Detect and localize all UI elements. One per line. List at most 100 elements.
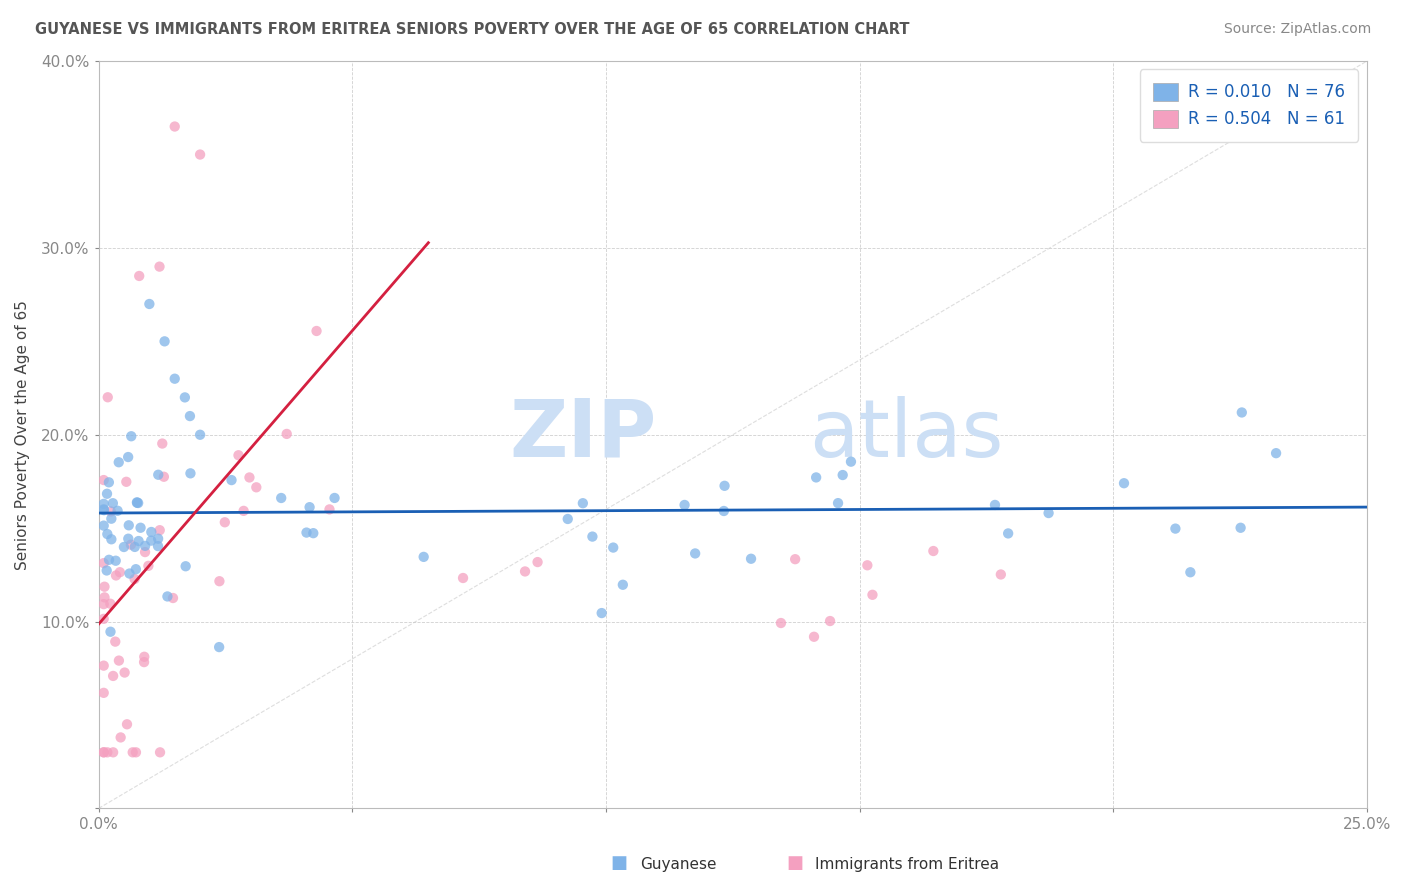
Text: ■: ■ bbox=[786, 855, 803, 872]
Point bbox=[115, 717, 138, 731]
Point bbox=[602, 541, 624, 555]
Point bbox=[107, 504, 129, 518]
Point bbox=[132, 655, 155, 669]
Point bbox=[1265, 446, 1288, 460]
Point bbox=[138, 558, 160, 573]
Point bbox=[93, 597, 115, 611]
Point bbox=[526, 555, 548, 569]
Point bbox=[1180, 566, 1202, 580]
Point bbox=[134, 649, 156, 664]
Point bbox=[128, 534, 150, 549]
Point bbox=[118, 518, 141, 533]
Point bbox=[98, 553, 121, 567]
Point bbox=[149, 523, 172, 537]
Point bbox=[101, 496, 124, 510]
Point bbox=[108, 565, 131, 579]
Point bbox=[305, 324, 328, 338]
Point bbox=[128, 268, 150, 283]
Point bbox=[93, 497, 115, 511]
Point bbox=[581, 530, 603, 544]
Point bbox=[922, 544, 945, 558]
Point bbox=[100, 533, 122, 547]
Point bbox=[1038, 506, 1060, 520]
Point bbox=[162, 591, 184, 605]
Point bbox=[673, 498, 696, 512]
Point bbox=[101, 745, 124, 759]
Point bbox=[769, 615, 792, 630]
Point bbox=[831, 468, 853, 483]
Point bbox=[125, 495, 148, 509]
Point bbox=[104, 634, 127, 648]
Point bbox=[208, 574, 231, 589]
Point bbox=[114, 665, 136, 680]
Point bbox=[138, 297, 160, 311]
Point bbox=[612, 578, 634, 592]
Point bbox=[295, 525, 318, 540]
Point bbox=[96, 527, 118, 541]
Point bbox=[146, 539, 169, 553]
Point bbox=[163, 372, 186, 386]
Point bbox=[298, 500, 321, 515]
Text: Guyanese: Guyanese bbox=[640, 857, 716, 872]
Point bbox=[839, 455, 862, 469]
Text: ■: ■ bbox=[610, 855, 627, 872]
Point bbox=[93, 580, 115, 594]
Point bbox=[93, 686, 115, 700]
Point bbox=[124, 572, 146, 586]
Point bbox=[93, 612, 115, 626]
Point bbox=[93, 473, 115, 487]
Point bbox=[127, 496, 149, 510]
Point bbox=[153, 334, 176, 349]
Point bbox=[153, 469, 176, 483]
Point bbox=[513, 565, 536, 579]
Point bbox=[120, 538, 142, 552]
Text: ZIP: ZIP bbox=[509, 396, 657, 474]
Point bbox=[93, 556, 115, 570]
Point bbox=[188, 427, 211, 442]
Point bbox=[125, 745, 148, 759]
Point bbox=[125, 562, 148, 576]
Point bbox=[148, 260, 170, 274]
Point bbox=[107, 455, 129, 469]
Point bbox=[740, 551, 762, 566]
Point bbox=[818, 614, 841, 628]
Point bbox=[96, 745, 118, 759]
Point bbox=[100, 512, 122, 526]
Point bbox=[1112, 476, 1135, 491]
Point bbox=[173, 391, 195, 405]
Point bbox=[163, 120, 186, 134]
Point bbox=[572, 496, 595, 510]
Point bbox=[141, 533, 163, 548]
Point bbox=[591, 606, 613, 620]
Point bbox=[713, 479, 735, 493]
Point bbox=[804, 470, 827, 484]
Point bbox=[149, 745, 172, 759]
Point bbox=[125, 496, 148, 510]
Point bbox=[232, 504, 254, 518]
Point bbox=[118, 566, 141, 581]
Point bbox=[451, 571, 474, 585]
Text: Immigrants from Eritrea: Immigrants from Eritrea bbox=[815, 857, 1000, 872]
Point bbox=[803, 630, 825, 644]
Point bbox=[93, 591, 115, 605]
Point bbox=[1230, 405, 1253, 419]
Point bbox=[115, 475, 138, 489]
Point bbox=[990, 567, 1012, 582]
Point bbox=[984, 498, 1007, 512]
Point bbox=[302, 526, 325, 541]
Point bbox=[221, 473, 243, 487]
Point bbox=[270, 491, 292, 505]
Point bbox=[93, 745, 115, 759]
Point bbox=[148, 467, 170, 482]
Point bbox=[174, 559, 197, 574]
Point bbox=[150, 436, 173, 450]
Point bbox=[179, 467, 201, 481]
Point bbox=[117, 532, 139, 546]
Point bbox=[120, 429, 142, 443]
Point bbox=[93, 518, 115, 533]
Point bbox=[683, 546, 706, 560]
Point bbox=[134, 539, 156, 553]
Point bbox=[93, 502, 115, 516]
Point bbox=[100, 504, 122, 518]
Point bbox=[97, 390, 120, 404]
